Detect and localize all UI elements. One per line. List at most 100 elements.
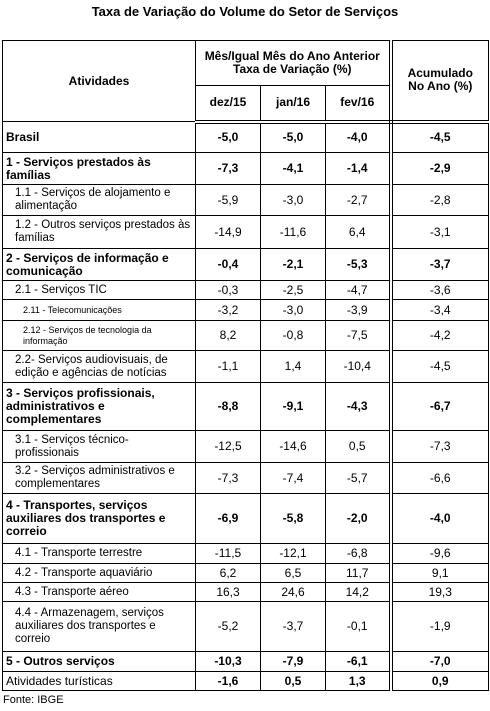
- value-cell: -12,5: [195, 430, 261, 463]
- accumulated-cell: -7,3: [388, 430, 490, 463]
- value-cell: -7,3: [195, 152, 261, 185]
- value-cell: -0,1: [324, 601, 392, 652]
- table-row: 1 - Serviços prestados às famílias -7,3 -4…: [2, 152, 490, 185]
- activity-label: 4.4 - Armazenagem, serviços auxiliares d…: [2, 601, 196, 652]
- table-row: 2.2- Serviços audiovisuais, de edição e …: [2, 350, 490, 383]
- value-cell: -12,1: [260, 543, 326, 564]
- value-cell: -0,4: [195, 248, 261, 281]
- value-cell: -7,3: [195, 462, 261, 494]
- group-title: Mês/Igual Mês do Ano Anterior: [204, 49, 380, 63]
- accumulated-cell: -4,5: [388, 121, 490, 153]
- table-row: 4.3 - Transporte aéreo 16,3 24,6 14,2 19,3: [2, 582, 490, 602]
- value-cell: -1,6: [195, 671, 261, 691]
- accumulated-cell: -6,6: [388, 462, 490, 494]
- activity-label: 4.3 - Transporte aéreo: [2, 582, 196, 602]
- accumulated-line: Acumulado: [407, 66, 473, 81]
- value-cell: -5,3: [324, 248, 392, 281]
- table-row: 3 - Serviços profissionais, administrati…: [2, 382, 490, 431]
- value-cell: -8,8: [195, 382, 261, 431]
- group-header: Mês/Igual Mês do Ano Anterior Taxa de Va…: [194, 40, 392, 86]
- accumulated-cell: -4,5: [388, 350, 490, 383]
- month-header: jan/16: [260, 85, 326, 124]
- title: Taxa de Variação do Volume do Setor de S…: [91, 4, 399, 19]
- activity-label: 3 - Serviços profissionais, administrati…: [2, 382, 196, 431]
- value-cell: -10,4: [324, 350, 392, 383]
- value-cell: -3,2: [195, 299, 261, 321]
- table-body: Brasil -5,0 -5,0 -4,0 -4,5 1 - Serviços prest…: [2, 121, 490, 691]
- value-cell: -5,0: [260, 121, 326, 153]
- value-cell: -5,0: [195, 121, 261, 153]
- activity-label: 2 - Serviços de informação e comunicação: [2, 248, 196, 281]
- value-cell: 8,2: [195, 320, 261, 351]
- value-cell: -5,2: [195, 601, 261, 652]
- table-row: 4 - Transportes, serviços auxiliares dos…: [2, 493, 490, 544]
- value-cell: -9,1: [260, 382, 326, 431]
- accumulated-cell: -1,9: [388, 601, 490, 652]
- value-cell: -10,3: [195, 651, 261, 672]
- value-cell: 24,6: [260, 582, 326, 602]
- month-header: dez/15: [195, 85, 261, 124]
- activity-label: 5 - Outros serviços: [2, 651, 196, 672]
- value-cell: -5,7: [324, 462, 392, 494]
- table-row: Brasil -5,0 -5,0 -4,0 -4,5: [2, 121, 490, 153]
- table: Atividades Mês/Igual Mês do Ano Anterior…: [2, 40, 490, 691]
- value-cell: -4,1: [260, 152, 326, 185]
- accumulated-cell: 9,1: [388, 563, 490, 583]
- accumulated-cell: -9,6: [388, 543, 490, 564]
- activity-label: 4.1 - Transporte terrestre: [2, 543, 196, 564]
- accumulated-cell: -3,7: [388, 248, 490, 281]
- value-cell: -7,5: [324, 320, 392, 351]
- value-cell: -6,1: [324, 651, 392, 672]
- value-cell: -3,0: [260, 184, 326, 216]
- table-row: 4.2 - Transporte aquaviário 6,2 6,5 11,7 9,1: [2, 563, 490, 583]
- value-cell: 1,3: [324, 671, 392, 691]
- value-cell: 6,5: [260, 563, 326, 583]
- activity-label: 2.2- Serviços audiovisuais, de edição e …: [2, 350, 196, 383]
- activity-label: 3.1 - Serviços técnico-profissionais: [2, 430, 196, 463]
- value-cell: -7,4: [260, 462, 326, 494]
- activity-label: 2.1 - Serviços TIC: [2, 280, 196, 300]
- table-row: 1.2 - Outros serviços prestados às famíl…: [2, 215, 490, 249]
- table-row: 5 - Outros serviços -10,3 -7,9 -6,1 -7,0: [2, 651, 490, 672]
- value-cell: -2,1: [260, 248, 326, 281]
- activities-header: Atividades: [2, 40, 196, 122]
- accumulated-cell: -3,1: [388, 215, 490, 249]
- activity-label: 1.1 - Serviços de alojamento e alimentaç…: [2, 184, 196, 216]
- value-cell: -3,0: [260, 299, 326, 321]
- value-cell: -6,8: [324, 543, 392, 564]
- value-cell: -14,6: [260, 430, 326, 463]
- source: Fonte: IBGE: [3, 694, 64, 706]
- table-row: 2 - Serviços de informação e comunicação…: [2, 248, 490, 281]
- header-row: dez/15 jan/16 fev/16: [3, 85, 489, 124]
- value-cell: -5,8: [260, 493, 326, 544]
- table-head: Atividades Mês/Igual Mês do Ano Anterior…: [2, 40, 490, 124]
- accumulated-cell: -6,7: [388, 382, 490, 431]
- value-cell: -3,7: [260, 601, 326, 652]
- month-header: fev/16: [324, 85, 392, 124]
- value-cell: -2,0: [324, 493, 392, 544]
- activity-label: 1.2 - Outros serviços prestados às famíl…: [2, 215, 196, 249]
- table-row: 4.4 - Armazenagem, serviços auxiliares d…: [2, 601, 490, 652]
- group-subtitle: Taxa de Variação (%): [233, 62, 352, 76]
- value-cell: -11,6: [260, 215, 326, 249]
- accumulated-cell: -4,0: [388, 493, 490, 544]
- table-row: Atividades turísticas -1,6 0,5 1,3 0,9: [2, 671, 490, 691]
- activity-label: 3.2 - Serviços administrativos e complem…: [2, 462, 196, 494]
- value-cell: -6,9: [195, 493, 261, 544]
- accumulated-line: No Ano (%): [408, 79, 473, 94]
- activity-label: 4 - Transportes, serviços auxiliares dos…: [2, 493, 196, 544]
- activity-label: 4.2 - Transporte aquaviário: [2, 563, 196, 583]
- value-cell: -0,8: [260, 320, 326, 351]
- value-cell: -0,3: [195, 280, 261, 300]
- value-cell: -1,4: [324, 152, 392, 185]
- value-cell: 0,5: [324, 430, 392, 463]
- accumulated-header: Acumulado No Ano (%): [388, 40, 490, 124]
- activity-label: Brasil: [2, 121, 196, 153]
- value-cell: 6,4: [324, 215, 392, 249]
- value-cell: 16,3: [195, 582, 261, 602]
- value-cell: -2,7: [324, 184, 392, 216]
- value-cell: -4,3: [324, 382, 392, 431]
- value-cell: -2,5: [260, 280, 326, 300]
- accumulated-cell: -3,6: [388, 280, 490, 300]
